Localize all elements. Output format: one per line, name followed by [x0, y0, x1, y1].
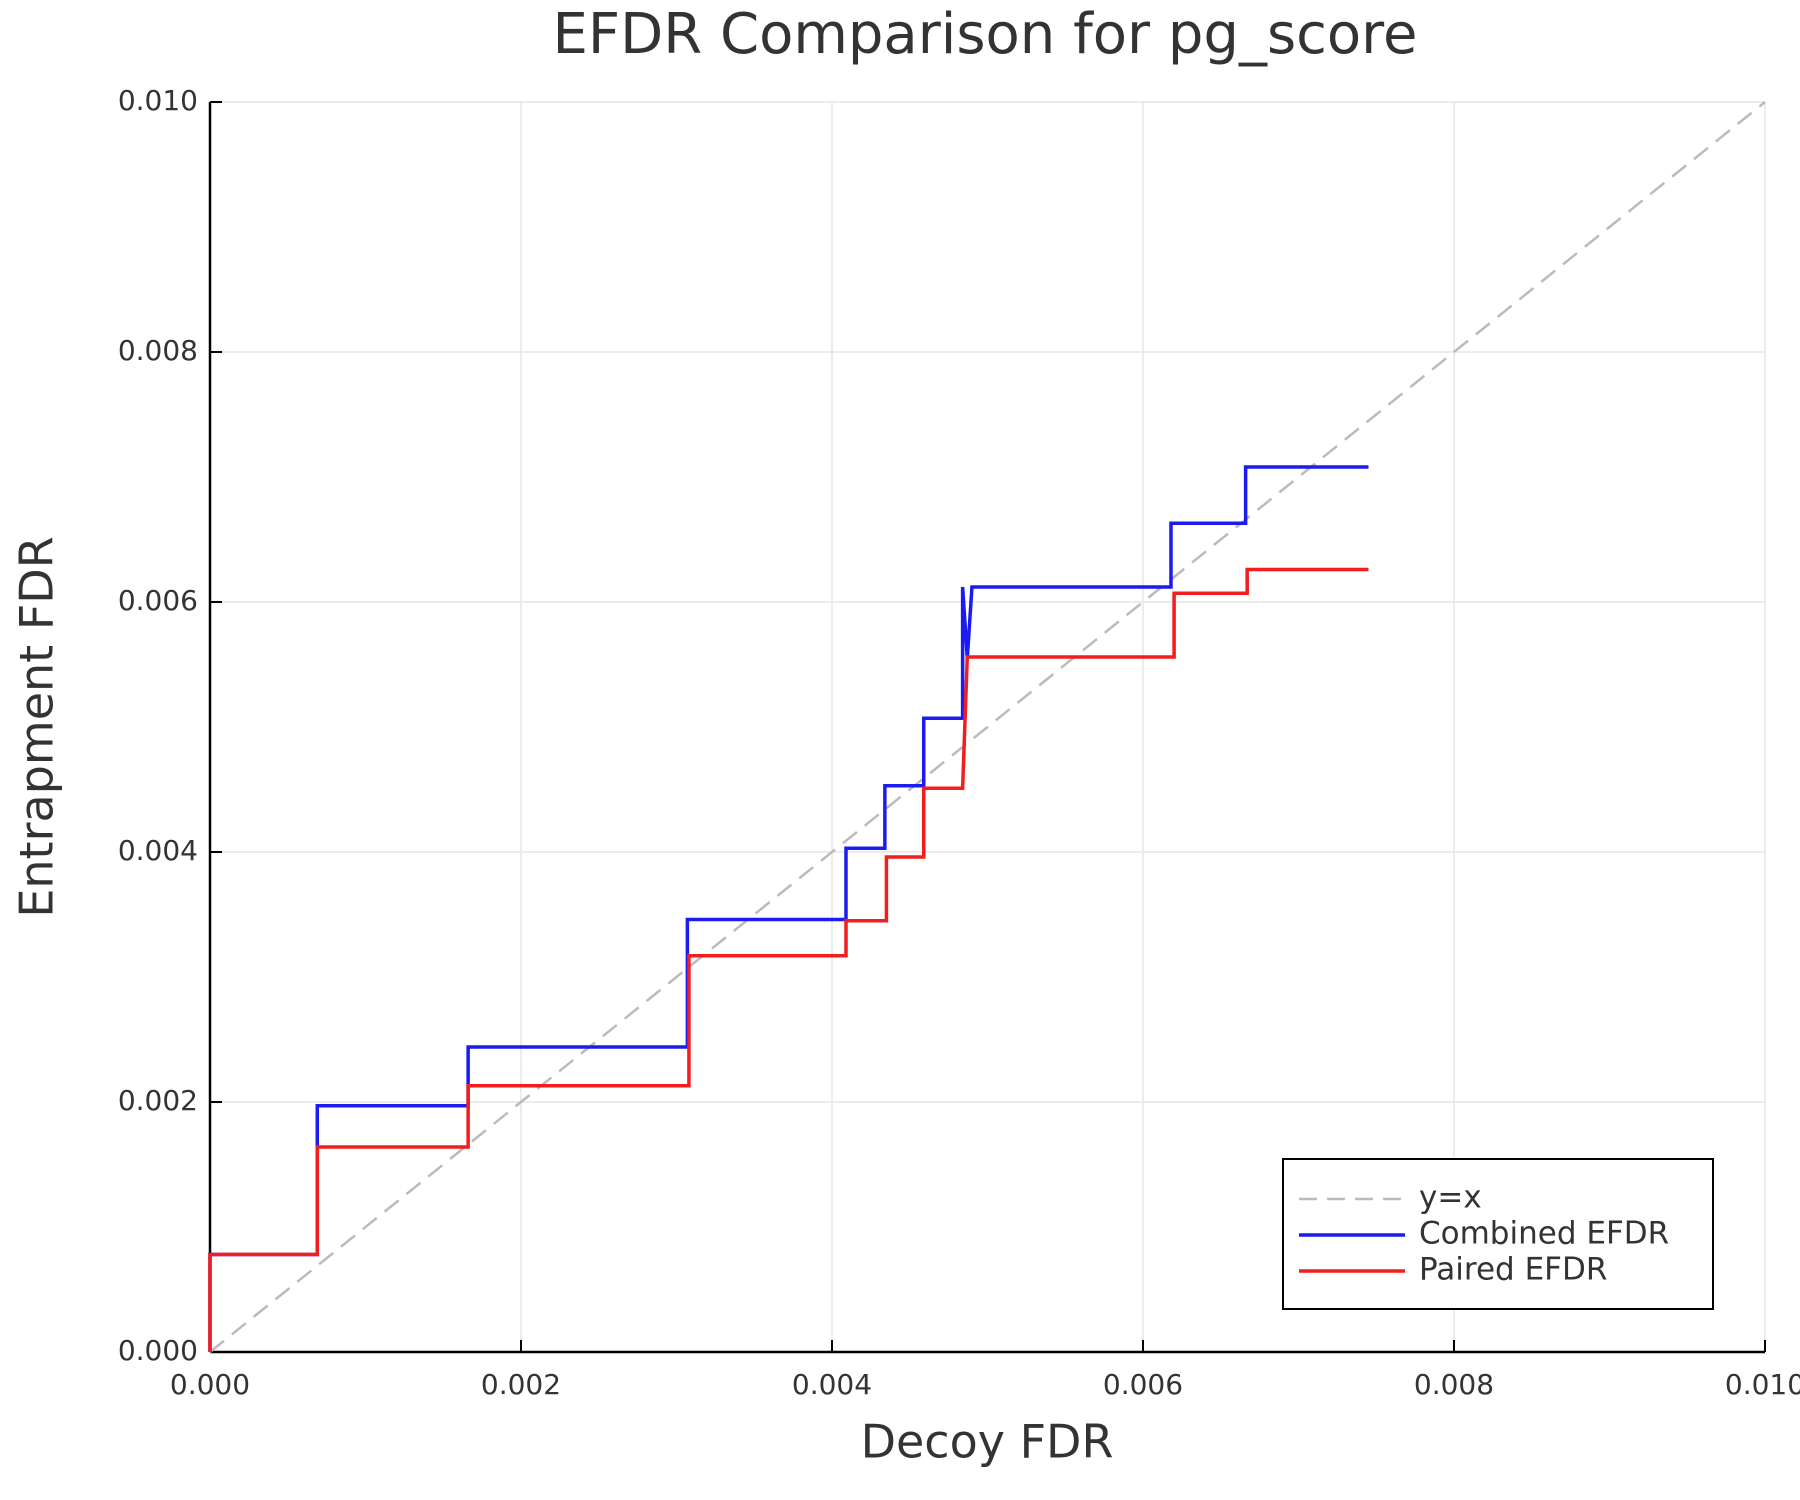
x-tick-label: 0.000 [170, 1368, 250, 1401]
legend-label: Paired EFDR [1419, 1252, 1607, 1288]
x-tick-label: 0.008 [1414, 1368, 1494, 1401]
series-line [209, 101, 1766, 1353]
y-tick-label: 0.002 [118, 1084, 198, 1117]
legend-label: y=x [1419, 1180, 1482, 1216]
y-tick-label: 0.004 [118, 834, 198, 867]
y-tick-label: 0.000 [118, 1334, 198, 1367]
x-tick-label: 0.006 [1103, 1368, 1183, 1401]
x-axis-label: Decoy FDR [861, 1415, 1114, 1469]
y-tick-label: 0.008 [118, 334, 198, 367]
chart-title: EFDR Comparison for pg_score [553, 2, 1418, 67]
series-line [208, 567, 1369, 1352]
series-line [208, 465, 1369, 1352]
x-tick-label: 0.002 [481, 1368, 561, 1401]
y-axis-label: Entrapment FDR [10, 536, 64, 917]
y-tick-label: 0.006 [118, 584, 198, 617]
x-tick-label: 0.010 [1725, 1368, 1800, 1401]
x-tick-label: 0.004 [792, 1368, 872, 1401]
legend-label: Combined EFDR [1419, 1216, 1669, 1252]
y-tick-label: 0.010 [118, 84, 198, 117]
